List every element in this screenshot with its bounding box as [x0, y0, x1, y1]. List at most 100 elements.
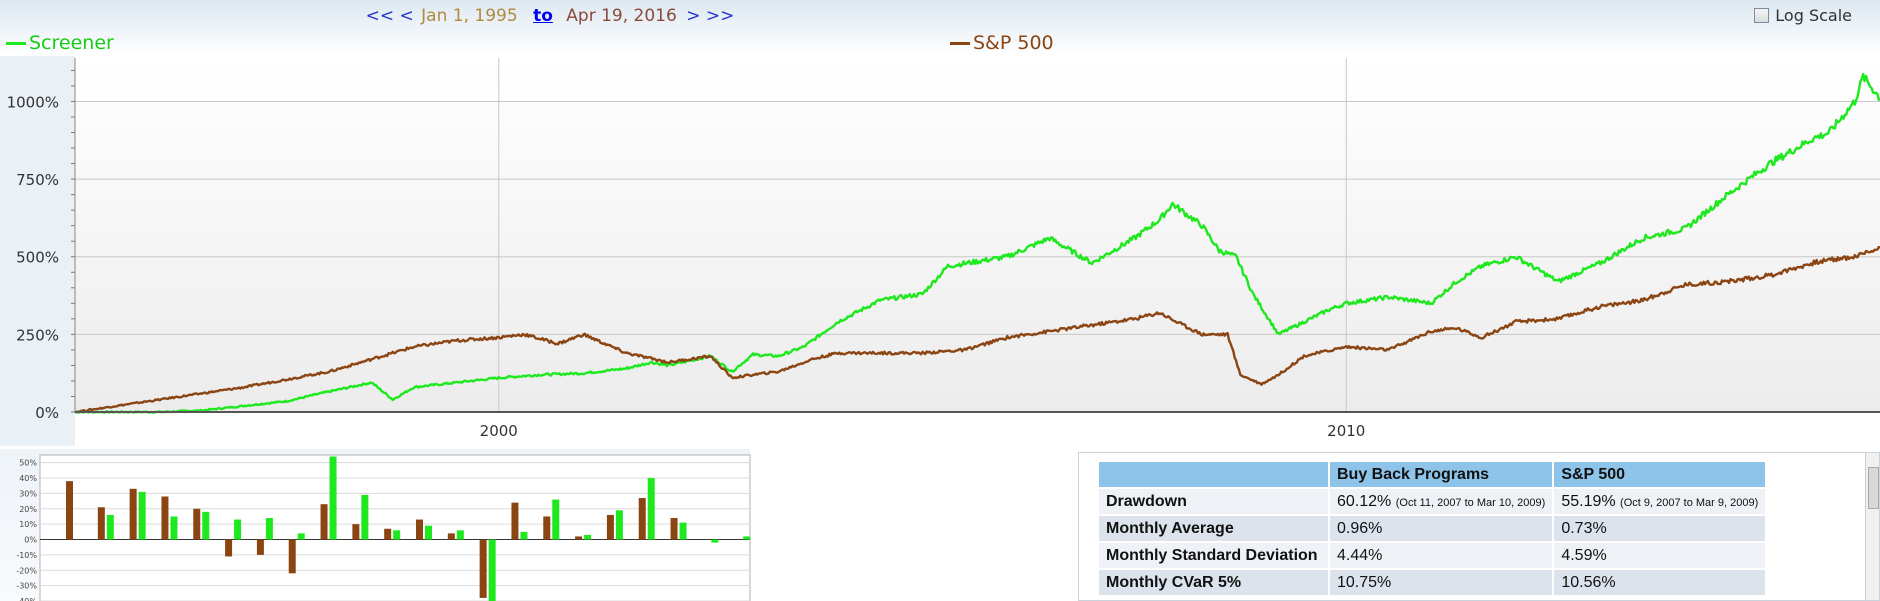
bar-y-tick-label: -10%: [16, 551, 37, 560]
series-line-screener: [74, 72, 1880, 414]
bar-sp500: [543, 516, 551, 540]
bar-screener: [679, 522, 687, 540]
bar-screener: [265, 518, 273, 540]
bar-sp500: [670, 518, 678, 540]
stats-value-cell: 4.59%: [1554, 543, 1766, 568]
stats-scrollbar[interactable]: [1865, 453, 1879, 600]
bar-screener: [234, 519, 242, 540]
date-range-nav: << < Jan 1, 1995 to Apr 19, 2016 > >>: [0, 6, 1100, 26]
log-scale-toggle[interactable]: Log Scale: [1754, 6, 1852, 25]
x-tick-label: 2010: [1327, 422, 1365, 440]
x-tick-label: 2000: [480, 422, 518, 440]
log-scale-label: Log Scale: [1775, 6, 1852, 25]
bar-sp500: [447, 533, 455, 540]
bar-sp500: [638, 498, 646, 540]
stats-row: Monthly Standard Deviation 4.44% 4.59%: [1099, 543, 1766, 568]
bar-sp500: [511, 502, 519, 540]
bar-screener: [647, 478, 655, 540]
bar-screener: [488, 539, 496, 601]
bar-sp500: [66, 481, 73, 540]
bar-sp500: [161, 496, 169, 540]
bar-sp500: [97, 507, 105, 540]
bar-sp500: [256, 539, 264, 555]
bar-y-tick-label: 10%: [19, 520, 37, 529]
stats-value-note: (Oct 9, 2007 to Mar 9, 2009): [1620, 496, 1759, 509]
bar-y-tick-label: -20%: [16, 566, 37, 575]
bar-y-tick-label: -40%: [16, 597, 37, 601]
bar-sp500: [225, 539, 233, 557]
last-period-button[interactable]: >>: [705, 6, 735, 26]
bar-sp500: [606, 514, 614, 540]
stats-value-cell: 55.19% (Oct 9, 2007 to Mar 9, 2009): [1554, 489, 1766, 514]
stats-value-note: (Oct 11, 2007 to Mar 10, 2009): [1395, 496, 1546, 509]
bar-sp500: [129, 488, 137, 540]
stats-header-cell: S&P 500: [1554, 462, 1766, 487]
prev-period-button[interactable]: <: [399, 6, 414, 26]
stats-row-label: Monthly Standard Deviation: [1099, 543, 1328, 568]
stats-row: Monthly Average 0.96% 0.73%: [1099, 516, 1766, 541]
bar-sp500: [384, 528, 392, 540]
stats-header-cell: [1099, 462, 1328, 487]
stats-row-label: Monthly CVaR 5%: [1099, 570, 1328, 595]
stats-value-cell: 0.96%: [1330, 516, 1553, 541]
cumulative-return-chart: 0% 250% 500% 750% 1000% 2000 2010: [0, 56, 1880, 446]
bar-y-tick-label: -30%: [16, 582, 37, 591]
first-period-button[interactable]: <<: [365, 6, 395, 26]
y-tick-label: 500%: [16, 249, 59, 267]
stats-value-cell: 10.75%: [1330, 570, 1553, 595]
legend-sp500: S&P 500: [950, 32, 1054, 54]
y-tick-label: 0%: [35, 404, 59, 422]
stats-panel: Buy Back Programs S&P 500 Drawdown 60.12% …: [1078, 452, 1880, 601]
start-date[interactable]: Jan 1, 1995: [421, 6, 518, 26]
bar-screener: [393, 530, 401, 540]
bar-y-tick-label: 40%: [19, 474, 37, 483]
stats-value-cell: 60.12% (Oct 11, 2007 to Mar 10, 2009): [1330, 489, 1553, 514]
to-link[interactable]: to: [533, 6, 553, 26]
next-period-button[interactable]: >: [686, 6, 701, 26]
bar-y-tick-label: 20%: [19, 505, 37, 514]
stats-value-cell: 10.56%: [1554, 570, 1766, 595]
legend-sp500-swatch: [950, 41, 970, 45]
y-axis-panel: [0, 56, 75, 446]
bar-screener: [456, 530, 464, 540]
bar-sp500: [479, 539, 487, 598]
stats-row-label: Monthly Average: [1099, 516, 1328, 541]
legend-screener: Screener: [6, 32, 114, 54]
stats-table: Buy Back Programs S&P 500 Drawdown 60.12% …: [1097, 460, 1767, 597]
bar-sp500: [320, 504, 328, 540]
plot-area: [75, 58, 1880, 412]
stats-scrollbar-thumb[interactable]: [1868, 467, 1879, 509]
stats-value-cell: 0.73%: [1554, 516, 1766, 541]
bar-screener: [329, 456, 337, 540]
stats-body: Drawdown 60.12% (Oct 11, 2007 to Mar 10, …: [1099, 489, 1766, 595]
stats-row: Monthly CVaR 5% 10.75% 10.56%: [1099, 570, 1766, 595]
stats-row: Drawdown 60.12% (Oct 11, 2007 to Mar 10, …: [1099, 489, 1766, 514]
bar-screener: [615, 510, 623, 540]
bar-y-tick-label: 0%: [24, 536, 37, 545]
end-date[interactable]: Apr 19, 2016: [566, 6, 677, 26]
bar-sp500: [193, 508, 201, 540]
bar-screener: [106, 514, 114, 540]
bar-sp500: [288, 539, 296, 574]
stats-header-cell: Buy Back Programs: [1330, 462, 1553, 487]
bar-screener: [138, 491, 146, 540]
bar-screener: [425, 525, 432, 540]
bar-plot-area: [39, 454, 751, 601]
stats-value-cell: 4.44%: [1330, 543, 1553, 568]
bar-screener: [297, 533, 305, 540]
legend-sp500-label: S&P 500: [973, 32, 1054, 54]
bar-screener: [202, 511, 210, 540]
y-tick-label: 750%: [16, 171, 59, 189]
bar-screener: [552, 499, 560, 540]
top-toolbar: << < Jan 1, 1995 to Apr 19, 2016 > >> Lo…: [0, 0, 1880, 56]
y-tick-label: 250%: [16, 326, 59, 344]
bar-sp500: [416, 519, 423, 540]
legend-screener-label: Screener: [29, 32, 114, 54]
bar-screener: [711, 539, 719, 543]
log-scale-checkbox[interactable]: [1754, 8, 1770, 23]
bar-screener: [361, 494, 369, 540]
annual-returns-bar-chart: -40% -30% -20% -10% 0% 10% 20% 30% 40% 50%: [16, 454, 751, 601]
stats-row-label: Drawdown: [1099, 489, 1328, 514]
bar-screener: [170, 516, 178, 540]
legend-screener-swatch: [6, 41, 26, 45]
